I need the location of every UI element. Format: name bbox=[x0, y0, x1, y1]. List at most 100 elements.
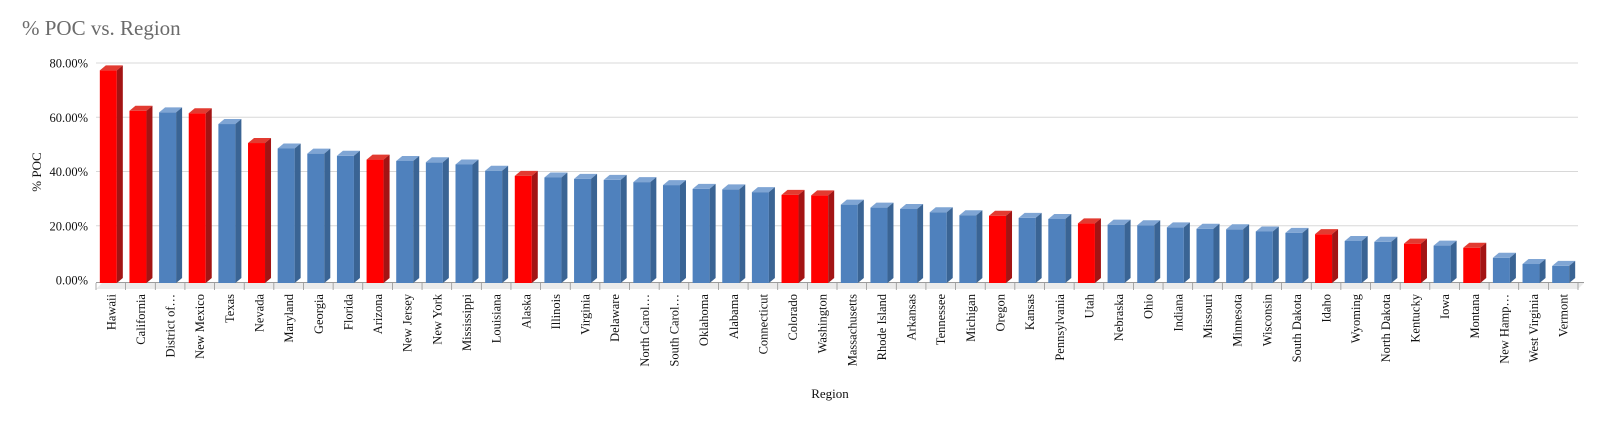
x-tick-vermont: Vermont bbox=[1557, 293, 1571, 337]
x-tick-oklahoma: Oklahoma bbox=[697, 294, 711, 347]
bar-wisconsin bbox=[1255, 226, 1279, 283]
x-tick-pennsylvania: Pennsylvania bbox=[1053, 294, 1067, 361]
x-tick-iowa: Iowa bbox=[1438, 294, 1452, 319]
bar-top-georgia bbox=[307, 148, 331, 154]
bar-top-illinois bbox=[544, 172, 568, 178]
bar-hawaii bbox=[99, 65, 123, 283]
bar-front-utah bbox=[1077, 223, 1095, 283]
bar-side-hawaii bbox=[116, 65, 123, 283]
bar-side-illinois bbox=[561, 172, 568, 283]
bar-oregon bbox=[989, 210, 1013, 283]
bar-montana bbox=[1463, 242, 1487, 283]
bar-front-ohio bbox=[1137, 225, 1155, 283]
bar-california bbox=[129, 105, 153, 283]
bar-side-iowa bbox=[1450, 240, 1457, 283]
bar-top-maryland bbox=[277, 143, 301, 149]
bar-north-carol bbox=[633, 177, 657, 283]
x-tick-tennessee: Tennessee bbox=[934, 294, 948, 346]
bar-front-oklahoma bbox=[692, 188, 710, 283]
x-tick-virginia: Virginia bbox=[579, 294, 593, 335]
bar-south-carol bbox=[662, 180, 686, 283]
bar-side-vermont bbox=[1569, 260, 1576, 283]
x-tick-wyoming: Wyoming bbox=[1349, 293, 1363, 343]
x-axis-title: Region bbox=[811, 386, 849, 401]
bar-top-south-dakota bbox=[1285, 227, 1309, 233]
bar-top-arkansas bbox=[900, 203, 924, 209]
bar-side-utah bbox=[1094, 218, 1101, 283]
bar-side-louisiana bbox=[502, 165, 509, 283]
bar-top-iowa bbox=[1433, 240, 1457, 246]
bar-vermont bbox=[1552, 260, 1576, 283]
x-tick-colorado: Colorado bbox=[786, 294, 800, 341]
bar-front-arizona bbox=[366, 159, 384, 283]
x-tick-oregon: Oregon bbox=[994, 293, 1008, 331]
x-tick-louisiana: Louisiana bbox=[490, 294, 504, 344]
bar-top-connecticut bbox=[751, 187, 775, 193]
bar-new-hamp bbox=[1492, 252, 1516, 283]
bar-side-ohio bbox=[1154, 220, 1161, 283]
bar-front-alabama bbox=[722, 189, 740, 283]
bar-delaware bbox=[603, 174, 627, 283]
bar-arizona bbox=[366, 154, 390, 283]
bar-side-south-dakota bbox=[1302, 227, 1309, 283]
bar-side-california bbox=[146, 105, 153, 283]
bar-side-new-mexico bbox=[205, 108, 212, 283]
bar-new-york bbox=[425, 157, 449, 283]
bar-front-south-carol bbox=[662, 185, 680, 283]
bar-front-kansas bbox=[1018, 217, 1036, 283]
bar-top-alaska bbox=[514, 170, 538, 176]
bar-side-delaware bbox=[620, 174, 627, 283]
x-tick-massachusetts: Massachusetts bbox=[845, 294, 859, 366]
bar-side-indiana bbox=[1183, 222, 1190, 283]
x-tick-washington: Washington bbox=[816, 293, 830, 353]
bar-front-hawaii bbox=[99, 70, 117, 283]
bar-oklahoma bbox=[692, 183, 716, 283]
y-axis-title: % POC bbox=[29, 152, 44, 191]
bar-side-oregon bbox=[1006, 210, 1013, 283]
bar-iowa bbox=[1433, 240, 1457, 283]
x-tick-utah: Utah bbox=[1082, 293, 1096, 318]
bar-top-oklahoma bbox=[692, 183, 716, 189]
bar-side-connecticut bbox=[768, 187, 775, 283]
bar-maryland bbox=[277, 143, 301, 283]
x-tick-south-dakota: South Dakota bbox=[1290, 294, 1304, 363]
x-tick-labels: Hawaii California District of… New Mexico Te… bbox=[104, 293, 1570, 366]
bar-side-idaho bbox=[1332, 229, 1339, 283]
bar-top-kentucky bbox=[1403, 238, 1427, 244]
bar-west-virginia bbox=[1522, 259, 1546, 283]
bar-side-tennessee bbox=[946, 207, 953, 283]
x-tick-new-jersey: New Jersey bbox=[401, 293, 415, 352]
x-tick-georgia: Georgia bbox=[312, 294, 326, 334]
bar-side-mississippi bbox=[472, 159, 479, 283]
x-tick-kansas: Kansas bbox=[1023, 294, 1037, 330]
bar-louisiana bbox=[485, 165, 509, 283]
x-tick-new-york: New York bbox=[430, 293, 444, 344]
bar-side-colorado bbox=[798, 189, 805, 283]
bar-side-alabama bbox=[739, 184, 746, 283]
bar-front-tennessee bbox=[929, 212, 947, 283]
x-tick-nebraska: Nebraska bbox=[1112, 294, 1126, 342]
bar-top-new-mexico bbox=[188, 108, 212, 114]
bar-side-arkansas bbox=[917, 203, 924, 283]
x-tick-rhode-island: Rhode Island bbox=[875, 293, 889, 360]
bar-massachusetts bbox=[840, 199, 864, 283]
bar-michigan bbox=[959, 210, 983, 283]
bar-side-south-carol bbox=[679, 180, 686, 283]
x-tick-california: California bbox=[134, 294, 148, 345]
bar-side-wyoming bbox=[1361, 235, 1368, 283]
x-tick-michigan: Michigan bbox=[964, 293, 978, 342]
bar-front-south-dakota bbox=[1285, 232, 1303, 283]
x-tick-south-carol: South Carol… bbox=[667, 294, 681, 367]
bar-washington bbox=[811, 190, 835, 283]
bar-front-district-of bbox=[159, 112, 177, 283]
bar-district-of bbox=[159, 107, 183, 283]
bar-side-north-dakota bbox=[1391, 236, 1398, 283]
bar-arkansas bbox=[900, 203, 924, 283]
bar-utah bbox=[1077, 218, 1101, 283]
bar-front-michigan bbox=[959, 215, 977, 283]
bar-florida bbox=[336, 150, 360, 283]
bar-front-new-hamp bbox=[1492, 257, 1510, 283]
bar-top-kansas bbox=[1018, 212, 1042, 218]
bar-virginia bbox=[574, 173, 598, 283]
